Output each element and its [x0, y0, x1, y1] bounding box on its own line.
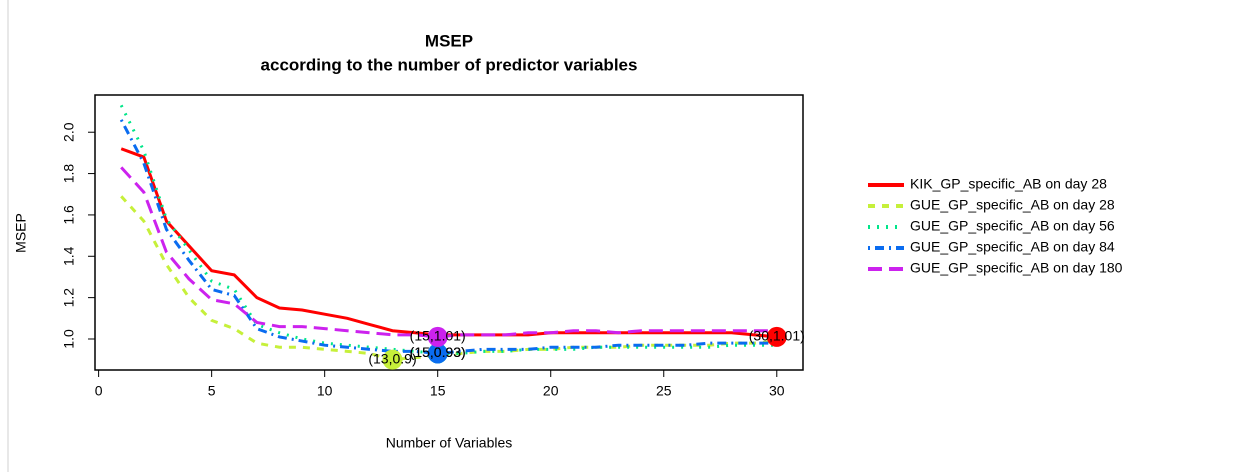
- legend-label: GUE_GP_specific_AB on day 180: [910, 260, 1123, 276]
- point-annotation: (30,1.01): [749, 328, 805, 344]
- series-line: [120, 195, 777, 362]
- x-tick-label: 30: [769, 383, 785, 399]
- x-tick-label: 15: [430, 383, 446, 399]
- y-axis-label: MSEP: [13, 213, 29, 253]
- highlight-point: [427, 326, 448, 347]
- y-tick-label: 1.0: [61, 329, 77, 349]
- highlight-point: [427, 343, 448, 364]
- legend-label: GUE_GP_specific_AB on day 84: [910, 239, 1115, 255]
- y-tick-label: 1.6: [61, 205, 77, 225]
- x-tick-label: 0: [95, 383, 103, 399]
- series-line: [120, 147, 777, 339]
- legend-label: GUE_GP_specific_AB on day 28: [910, 197, 1115, 213]
- point-annotation: (15,1.01): [410, 328, 466, 344]
- x-axis-label: Number of Variables: [386, 435, 513, 451]
- x-tick-label: 25: [656, 383, 672, 399]
- point-annotation: (13,0.9): [368, 350, 416, 366]
- y-tick-label: 2.0: [61, 122, 77, 142]
- highlight-point: [382, 349, 403, 370]
- series-line: [119, 119, 777, 355]
- x-tick-label: 10: [317, 383, 333, 399]
- chart-title: MSEP: [425, 31, 473, 50]
- chart-subtitle: according to the number of predictor var…: [261, 55, 638, 74]
- legend-label: GUE_GP_specific_AB on day 56: [910, 218, 1115, 234]
- y-tick-label: 1.4: [61, 246, 77, 266]
- series-line: [120, 166, 777, 339]
- x-tick-label: 5: [208, 383, 216, 399]
- y-tick-label: 1.8: [61, 164, 77, 184]
- point-annotation: (15,0.93): [410, 344, 466, 360]
- x-tick-label: 20: [543, 383, 559, 399]
- y-tick-label: 1.2: [61, 288, 77, 308]
- series-line: [119, 104, 777, 355]
- legend-label: KIK_GP_specific_AB on day 28: [910, 176, 1107, 192]
- point-annotation: (15,0.93): [410, 344, 466, 360]
- highlight-point: [766, 326, 787, 347]
